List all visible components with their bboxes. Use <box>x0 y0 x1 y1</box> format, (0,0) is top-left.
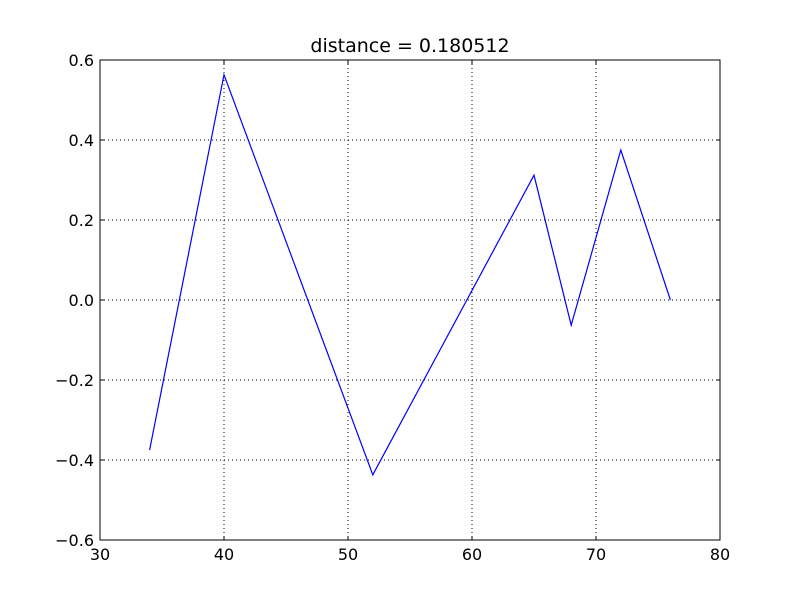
grid-lines <box>100 60 720 540</box>
y-tick-label: 0.2 <box>69 211 94 230</box>
x-tick-label: 80 <box>710 545 730 564</box>
tick-labels: 30 40 50 60 70 80 0.6 0.4 0.2 0.0 −0.2 −0.4 −0.6 <box>55 51 730 564</box>
x-tick-label: 30 <box>90 545 110 564</box>
y-tick-label: 0.4 <box>69 131 94 150</box>
y-tick-label: −0.4 <box>55 451 94 470</box>
x-tick-label: 60 <box>462 545 482 564</box>
series-line <box>149 72 671 477</box>
y-tick-label: −0.6 <box>55 531 94 550</box>
data-series <box>149 72 671 477</box>
axis-ticks <box>99 59 721 541</box>
y-tick-label: −0.2 <box>55 371 94 390</box>
y-tick-label: 0.6 <box>69 51 94 70</box>
x-tick-label: 40 <box>214 545 234 564</box>
x-tick-label: 70 <box>586 545 606 564</box>
y-tick-label: 0.0 <box>69 291 94 310</box>
x-tick-label: 50 <box>338 545 358 564</box>
chart-title: distance = 0.180512 <box>310 35 509 57</box>
